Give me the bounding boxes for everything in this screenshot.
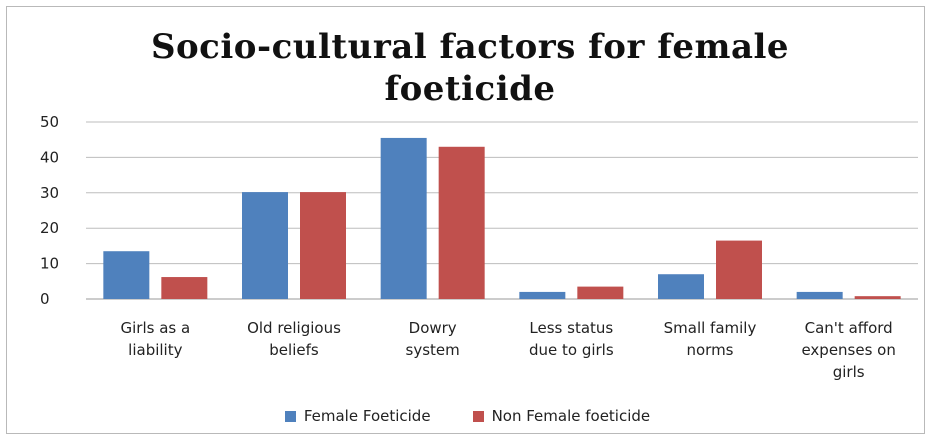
- y-tick-label: 0: [40, 290, 50, 308]
- legend-item-non-female-foeticide: Non Female foeticide: [472, 407, 651, 425]
- x-tick-label: Old religious beliefs: [247, 319, 341, 359]
- x-tick-label: Small family norms: [664, 319, 757, 359]
- x-tick-label-line: beliefs: [269, 341, 319, 359]
- legend-swatch-female-foeticide: [284, 410, 296, 422]
- y-tick-label: 40: [40, 148, 59, 166]
- x-tick-label-line: Dowry: [409, 319, 457, 337]
- x-tick-label: Can't afford expenses on girls: [801, 319, 895, 381]
- bar-non-female-foeticide: [161, 277, 208, 299]
- x-tick-label-line: due to girls: [529, 341, 614, 359]
- x-tick-label-line: expenses on: [801, 341, 895, 359]
- legend-label-non-female-foeticide: Non Female foeticide: [491, 407, 651, 425]
- legend-item-female-foeticide: Female Foeticide: [284, 407, 431, 425]
- x-tick-label-line: Less status: [529, 319, 613, 337]
- x-tick-label-line: Old religious: [247, 319, 341, 337]
- x-tick-label-line: girls: [833, 363, 865, 381]
- y-tick-label: 50: [40, 113, 59, 131]
- x-tick-label-line: system: [406, 341, 460, 359]
- x-tick-label-line: liability: [128, 341, 182, 359]
- bar-female-foeticide: [519, 291, 566, 299]
- y-tick-label: 30: [40, 184, 59, 202]
- bar-non-female-foeticide: [577, 286, 624, 299]
- chart-legend: Female Foeticide Non Female foeticide: [0, 404, 935, 428]
- chart-title: Socio-cultural factors for female foetic…: [150, 27, 790, 109]
- x-tick-label-line: norms: [686, 341, 733, 359]
- x-tick-label-line: Can't afford: [805, 319, 893, 337]
- bar-non-female-foeticide: [300, 192, 346, 299]
- x-tick-label: Dowry system: [406, 319, 460, 359]
- x-tick-label: Girls as a liability: [120, 319, 190, 359]
- bar-non-female-foeticide: [716, 240, 762, 299]
- legend-label-female-foeticide: Female Foeticide: [303, 407, 431, 425]
- x-tick-label: Less status due to girls: [529, 319, 614, 359]
- bar-non-female-foeticide: [438, 146, 485, 299]
- bar-female-foeticide: [658, 274, 704, 299]
- bar-female-foeticide: [103, 251, 150, 299]
- bar-female-foeticide: [796, 291, 843, 299]
- x-tick-label-line: Small family: [664, 319, 757, 337]
- bar-non-female-foeticide: [854, 296, 901, 299]
- legend-swatch-non-female-foeticide: [472, 410, 484, 422]
- y-tick-label: 10: [40, 255, 59, 273]
- x-tick-label-line: Girls as a: [120, 319, 190, 337]
- bar-female-foeticide: [242, 192, 288, 299]
- bar-female-foeticide: [380, 137, 427, 299]
- y-tick-label: 20: [40, 219, 59, 237]
